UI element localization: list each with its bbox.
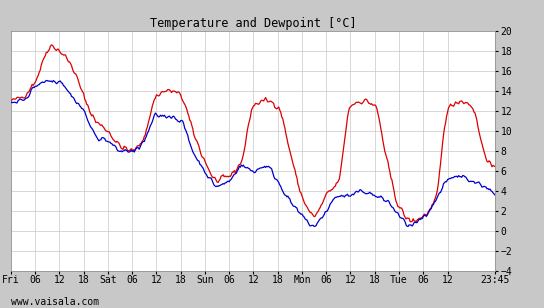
- Title: Temperature and Dewpoint [°C]: Temperature and Dewpoint [°C]: [150, 17, 356, 30]
- Text: www.vaisala.com: www.vaisala.com: [11, 297, 99, 307]
